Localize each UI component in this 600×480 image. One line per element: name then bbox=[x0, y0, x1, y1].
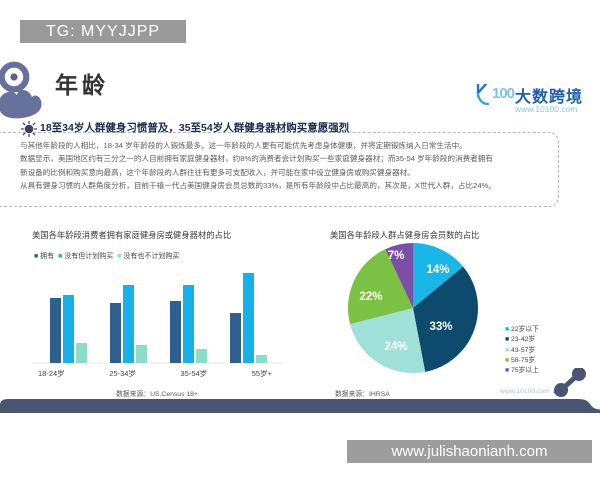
svg-text:14%: 14% bbox=[426, 264, 449, 276]
svg-text:24%: 24% bbox=[384, 341, 407, 353]
svg-text:33%: 33% bbox=[429, 321, 452, 333]
svg-text:22%: 22% bbox=[359, 291, 382, 303]
svg-text:7%: 7% bbox=[387, 250, 404, 262]
